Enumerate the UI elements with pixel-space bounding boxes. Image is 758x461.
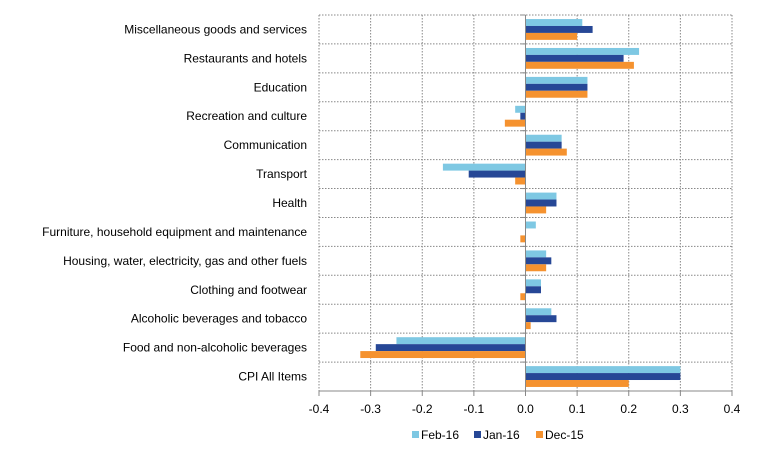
bar-dec-15 — [525, 380, 629, 387]
legend-label: Feb-16 — [421, 428, 459, 442]
category-label: Recreation and culture — [186, 109, 307, 123]
category-label: Restaurants and hotels — [184, 51, 307, 65]
bar-jan-16 — [520, 112, 526, 120]
bar-feb-16 — [525, 19, 583, 26]
bar-jan-16 — [525, 25, 593, 33]
legend-label: Jan-16 — [483, 428, 520, 442]
x-tick-label: 0.3 — [672, 402, 689, 416]
bar-jan-16 — [468, 170, 526, 178]
bar-feb-16 — [525, 192, 557, 200]
bar-dec-15 — [525, 61, 634, 69]
category-label: Miscellaneous goods and services — [124, 22, 307, 36]
bar-dec-15 — [515, 177, 526, 185]
bar-dec-15 — [360, 351, 526, 359]
x-tick-label: 0.4 — [724, 402, 741, 416]
legend-swatch — [412, 431, 419, 438]
bar-jan-16 — [525, 141, 562, 149]
bar-dec-15 — [520, 293, 526, 301]
bar-feb-16 — [525, 308, 552, 316]
x-tick-label: -0.1 — [464, 402, 485, 416]
category-label: Transport — [256, 167, 308, 181]
bar-dec-15 — [525, 148, 567, 156]
legend-swatch — [536, 431, 543, 438]
category-label: Education — [254, 80, 307, 94]
bar-dec-15 — [525, 90, 588, 98]
category-label: Alcoholic beverages and tobacco — [131, 312, 307, 326]
legend-label: Dec-15 — [545, 428, 584, 442]
bar-jan-16 — [525, 199, 557, 207]
bar-dec-15 — [520, 235, 526, 243]
bar-feb-16 — [396, 337, 526, 345]
bar-dec-15 — [525, 264, 547, 272]
bar-feb-16 — [442, 163, 526, 171]
x-tick-label: 0.0 — [517, 402, 534, 416]
x-tick-label: 0.2 — [620, 402, 637, 416]
x-tick-label: -0.2 — [412, 402, 433, 416]
category-label: Food and non-alcoholic beverages — [123, 341, 307, 355]
category-label: Communication — [224, 138, 307, 152]
bar-jan-16 — [525, 286, 541, 294]
category-label: CPI All Items — [238, 370, 307, 384]
x-tick-label: -0.3 — [360, 402, 381, 416]
bar-feb-16 — [525, 250, 547, 258]
bar-feb-16 — [525, 47, 640, 55]
bar-jan-16 — [525, 315, 557, 323]
bar-feb-16 — [525, 76, 588, 84]
legend-swatch — [474, 431, 481, 438]
bar-jan-16 — [375, 344, 526, 352]
x-tick-label: 0.1 — [569, 402, 586, 416]
bar-feb-16 — [525, 279, 541, 287]
category-label: Clothing and footwear — [190, 283, 307, 297]
bar-jan-16 — [525, 54, 624, 62]
category-label: Furniture, household equipment and maint… — [42, 225, 307, 239]
x-tick-label: -0.4 — [309, 402, 330, 416]
bar-feb-16 — [525, 366, 681, 374]
bar-feb-16 — [525, 134, 562, 142]
bar-dec-15 — [504, 119, 526, 127]
bar-feb-16 — [525, 221, 536, 229]
bar-feb-16 — [515, 105, 526, 113]
bar-dec-15 — [525, 322, 531, 330]
category-label: Housing, water, electricity, gas and oth… — [63, 254, 307, 268]
bar-jan-16 — [525, 373, 681, 381]
bar-dec-15 — [525, 32, 578, 40]
bar-jan-16 — [525, 83, 588, 91]
bar-jan-16 — [525, 257, 552, 265]
bar-dec-15 — [525, 206, 547, 214]
category-label: Health — [272, 196, 307, 210]
